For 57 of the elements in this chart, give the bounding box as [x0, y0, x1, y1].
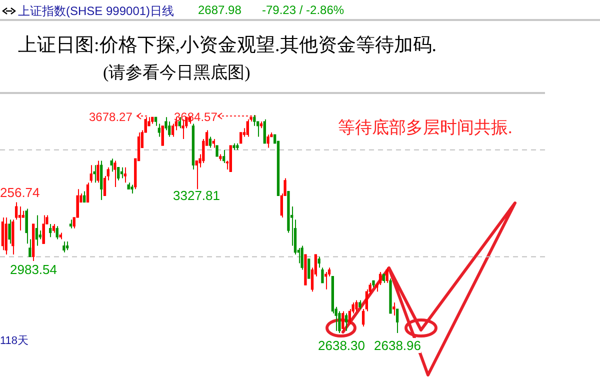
candlestick — [386, 267, 388, 284]
candlestick — [168, 121, 171, 138]
candlestick — [300, 245, 304, 270]
annotation: 等待底部多层时间共振. — [338, 117, 512, 139]
candlestick — [106, 166, 110, 181]
candlestick — [90, 164, 92, 184]
annotation: 2983.54 — [10, 262, 57, 277]
candlestick — [355, 300, 358, 312]
candlestick — [263, 118, 266, 144]
candlestick — [8, 219, 11, 244]
candlestick — [253, 114, 256, 126]
candlestick — [396, 308, 399, 334]
candlestick — [161, 125, 164, 146]
candlestick — [110, 158, 113, 172]
candlestick — [266, 134, 270, 148]
candlestick — [35, 214, 38, 246]
candlestick — [28, 238, 32, 258]
candlestick — [392, 302, 396, 316]
candlestick — [56, 226, 58, 240]
candlestick — [96, 160, 100, 184]
annotation: 3678.27 — [89, 110, 132, 124]
candlestick — [348, 308, 352, 325]
candlestick — [338, 310, 341, 334]
candlestick — [344, 312, 348, 332]
candlestick — [318, 256, 320, 268]
annotation: 3684.57 — [174, 110, 218, 124]
candlestick — [114, 160, 116, 188]
text: -79.23 / -2.86% — [262, 3, 344, 17]
candlestick — [158, 123, 161, 138]
text: 118天 — [0, 334, 29, 348]
candlestick — [25, 208, 28, 244]
candlestick — [93, 164, 96, 184]
candlestick — [124, 166, 126, 184]
candlestick — [48, 224, 52, 238]
candlestick — [208, 136, 212, 148]
text: 2638.96 — [374, 338, 421, 353]
candlestick — [321, 267, 324, 284]
candlestick — [195, 160, 198, 190]
candlestick — [222, 149, 226, 164]
candlestick — [62, 240, 66, 253]
candlestick — [117, 166, 120, 181]
candlestick — [171, 123, 174, 138]
candlestick — [246, 118, 249, 138]
annotation: 3327.81 — [173, 188, 220, 203]
candlestick — [83, 190, 86, 203]
text: 2638.30 — [318, 338, 365, 353]
chart-subtitle: (请参看今日黑底图) — [103, 62, 250, 84]
annotation: 256.74 — [0, 185, 40, 200]
candlestick — [42, 214, 45, 244]
text: 2687.98 — [198, 3, 242, 17]
candlestick — [86, 182, 90, 203]
candlestick — [378, 271, 382, 286]
text: 上证指数(SHSE 999001)日线 — [18, 3, 174, 20]
chart-title: 上证日图:价格下探,小资金观望.其他资金等待加码. — [18, 34, 437, 58]
candlestick — [18, 206, 22, 232]
candlestick — [342, 310, 344, 332]
candlestick — [14, 202, 18, 220]
